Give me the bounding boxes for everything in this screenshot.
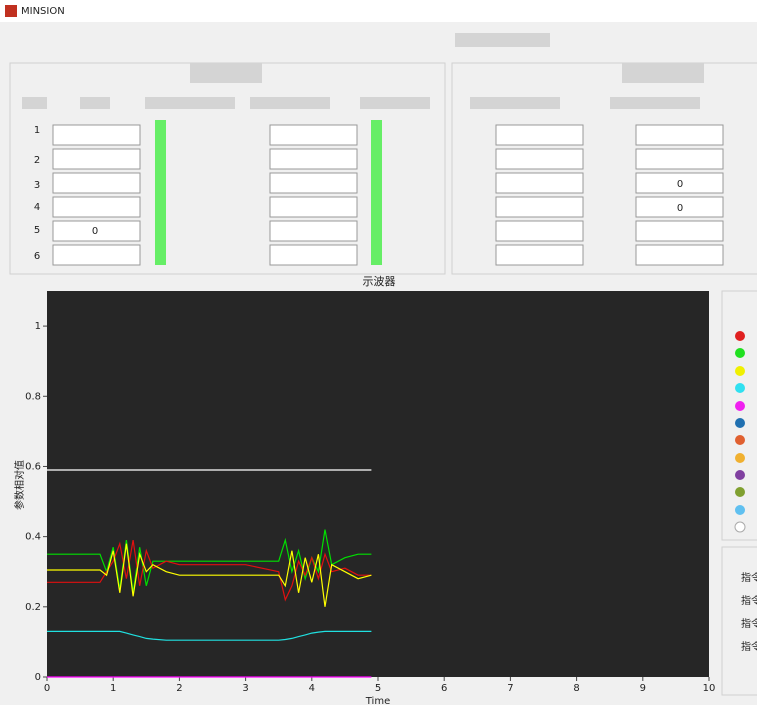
x-tick-label: 6 [441,683,447,694]
x-tick-label: 8 [573,683,579,694]
x-axis-label: Time [365,696,390,705]
title-bar [0,0,757,22]
right-panel [451,62,757,275]
y-tick-label: 0.4 [25,532,41,543]
plot-area [47,291,709,677]
y-tick-label: 0.2 [25,602,41,613]
input-fields [52,124,724,266]
x-tick-label: 7 [507,683,513,694]
app-icon [5,5,17,17]
legend-swatches [734,331,746,533]
x-tick-label: 4 [309,683,315,694]
row-number: 6 [34,251,40,262]
field-value: 0 [677,203,683,214]
blurred-heading [455,33,550,47]
command-label: 指令 [741,594,757,607]
row-number: 2 [34,155,40,166]
series-line [47,539,372,602]
blurred-header [22,97,700,109]
status-indicator [371,120,382,265]
command-label: 指令 [741,571,757,584]
row-number: 3 [34,180,40,191]
command-panel [721,546,757,696]
x-tick-label: 2 [176,683,182,694]
chart-title: 示波器 [363,275,396,288]
legend-panel [721,290,757,541]
command-label: 指令 [741,640,757,653]
x-tick-label: 9 [640,683,646,694]
y-tick-label: 1 [35,321,41,332]
status-indicator [155,120,166,265]
x-tick-label: 1 [110,683,116,694]
row-number: 1 [34,125,40,136]
x-tick-label: 3 [242,683,248,694]
row-number: 4 [34,202,40,213]
x-tick-label: 5 [375,683,381,694]
series-line [47,630,372,641]
x-tick-label: 10 [703,683,716,694]
x-tick-label: 0 [44,683,50,694]
field-value: 0 [92,226,98,237]
y-tick-label: 0.8 [25,391,41,402]
y-tick-label: 0 [35,672,41,683]
row-number: 5 [34,225,40,236]
series-line [47,543,372,607]
blurred-panel-title [622,63,704,83]
window-title: MINSION [21,6,65,17]
command-label: 指令 [741,617,757,630]
y-tick-label: 0.6 [25,461,41,472]
y-axis-label: 参数相对值 [13,460,26,510]
field-value: 0 [677,179,683,190]
blurred-panel-title [190,63,262,83]
